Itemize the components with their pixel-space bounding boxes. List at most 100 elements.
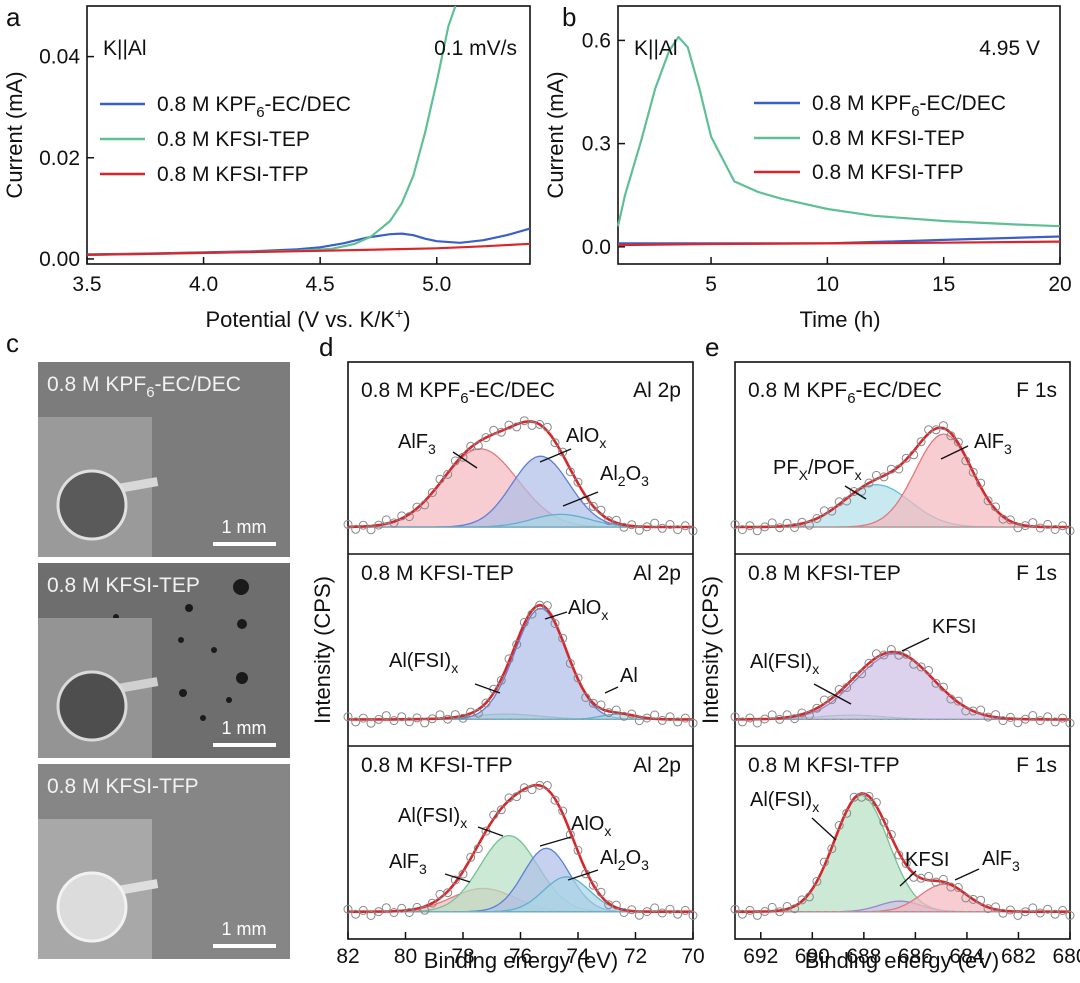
raw-data-point xyxy=(642,522,652,532)
raw-data-point xyxy=(565,658,575,668)
raw-data-point xyxy=(374,907,384,917)
raw-data-point xyxy=(358,905,368,915)
raw-data-point xyxy=(504,793,514,803)
raw-data-point xyxy=(924,666,934,675)
raw-data-point xyxy=(775,714,785,724)
axis-ticks-b: 5 10 15 20 0.0 0.3 0.6 xyxy=(582,29,1072,296)
plot-series-a xyxy=(86,5,531,256)
panel-d: d 82 80 78 76 74 72 70 0.8 M KPF6-EC/DEC Al 2p… xyxy=(310,332,705,973)
peak-label-alf3-d1: AlF3 xyxy=(398,431,436,457)
raw-data-point xyxy=(588,698,598,708)
raw-data-point xyxy=(343,712,353,722)
peak-label-kfsi-e3: KFSI xyxy=(905,849,949,871)
raw-data-point xyxy=(730,712,740,722)
leader-alfsi-e2 xyxy=(813,683,852,705)
raw-data-point xyxy=(381,903,391,913)
x-tick-label: 74 xyxy=(566,945,590,968)
scale-label-tep: 1 mm xyxy=(222,718,267,738)
raw-data-point xyxy=(412,502,422,512)
raw-data-point xyxy=(381,711,391,721)
raw-data-point xyxy=(665,904,675,914)
peak-label-al2o3-d3: Al2O3 xyxy=(600,847,649,873)
raw-data-point xyxy=(389,518,399,528)
leader-alfsi-e3 xyxy=(811,817,837,841)
raw-data-point xyxy=(901,453,911,463)
raw-data-point xyxy=(797,895,807,905)
x-tick-label: 5 xyxy=(705,273,717,296)
raw-data-point xyxy=(1050,525,1060,534)
raw-data-point xyxy=(938,682,948,692)
raw-data-point xyxy=(397,511,407,521)
panel-letter-e: e xyxy=(705,332,719,362)
panel-letter-b: b xyxy=(562,2,576,32)
raw-data-point xyxy=(657,908,667,918)
raw-data-point xyxy=(782,710,792,720)
raw-data-point xyxy=(519,416,529,426)
peak-label-alf3-d3: AlF3 xyxy=(389,851,427,877)
raw-data-point xyxy=(404,717,414,727)
electrolyte-label-e1: 0.8 M KPF6-EC/DEC xyxy=(748,379,942,407)
panel-letter-c: c xyxy=(6,328,19,358)
raw-data-point xyxy=(1058,905,1068,915)
raw-data-point xyxy=(1005,905,1015,915)
leader-alf3-d3 xyxy=(444,873,471,883)
raw-data-point xyxy=(358,520,368,530)
raw-data-point xyxy=(466,441,476,451)
x-tick-label: 80 xyxy=(394,945,417,968)
plot-frame-a xyxy=(86,5,531,265)
raw-data-point xyxy=(1058,521,1068,531)
region-label-d2: Al 2p xyxy=(633,562,681,585)
raw-data-point xyxy=(619,908,629,917)
panel-a: a 3.5 4.0 4.5 5.0 0.00 0.02 0.04 K||Al 0.1 mV/… xyxy=(2,2,531,332)
y-tick-label: 0.00 xyxy=(39,248,80,271)
x-tick-label: 680 xyxy=(1052,945,1080,968)
raw-data-point xyxy=(767,518,777,528)
raw-data-point xyxy=(737,909,747,919)
raw-data-point xyxy=(983,904,993,914)
series-line xyxy=(86,242,531,256)
x-tick-label: 690 xyxy=(795,945,830,968)
peak-label-alf3-e1: AlF3 xyxy=(974,431,1012,457)
scale-label-kpf6: 1 mm xyxy=(222,517,267,537)
raw-data-point xyxy=(519,783,529,793)
raw-data-point xyxy=(924,425,934,435)
peak-label-al-d2: Al xyxy=(620,665,638,687)
axis-ticks-a: 3.5 4.0 4.5 5.0 0.00 0.02 0.04 xyxy=(39,46,451,296)
xps-curves-d xyxy=(343,416,698,920)
raw-data-point xyxy=(558,633,568,643)
raw-data-point xyxy=(374,520,384,530)
raw-data-point xyxy=(752,526,762,536)
raw-data-point xyxy=(871,470,881,480)
raw-data-point xyxy=(812,514,822,523)
raw-data-point xyxy=(1043,712,1053,722)
raw-data-point xyxy=(1050,717,1060,727)
raw-data-point xyxy=(665,520,675,529)
region-label-e2: F 1s xyxy=(1016,562,1057,585)
raw-data-point xyxy=(466,707,476,717)
raw-data-point xyxy=(550,795,560,805)
raw-data-point xyxy=(849,671,859,681)
raw-data-point xyxy=(1065,526,1075,536)
tab-tfp xyxy=(117,879,159,895)
y-axis-title-d: Intensity (CPS) xyxy=(310,576,335,724)
raw-data-point xyxy=(619,522,629,532)
raw-data-point xyxy=(435,710,445,720)
raw-data-point xyxy=(412,713,422,723)
peak-label-alfsi-d2: Al(FSI)x xyxy=(389,650,458,676)
hold-voltage-label: 4.95 V xyxy=(979,37,1040,60)
raw-data-point xyxy=(565,830,575,840)
raw-data-point xyxy=(745,521,755,531)
legend-label-tfp-b: 0.8 M KFSI-TFP xyxy=(812,161,964,184)
raw-data-point xyxy=(496,675,506,685)
raw-data-point xyxy=(1028,711,1038,720)
raw-data-point xyxy=(627,905,637,915)
legend-label-tep-b: 0.8 M KFSI-TEP xyxy=(812,127,965,150)
x-tick-label: 82 xyxy=(336,945,359,968)
leader-alox-d3 xyxy=(539,836,572,847)
raw-data-point xyxy=(931,678,941,688)
y-tick-label: 0.04 xyxy=(39,46,80,69)
raw-data-point xyxy=(351,717,361,727)
raw-data-point xyxy=(657,523,667,533)
raw-data-point xyxy=(901,649,911,659)
raw-data-point xyxy=(760,714,770,724)
